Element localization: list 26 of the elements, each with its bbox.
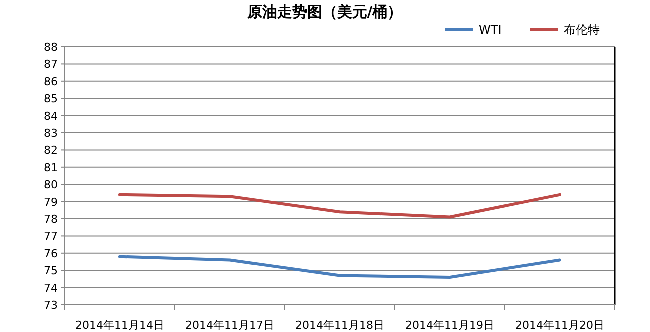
x-tick-label: 2014年11月14日: [76, 319, 164, 332]
y-tick-label: 88: [44, 41, 58, 54]
x-tick-label: 2014年11月18日: [296, 319, 384, 332]
y-tick-label: 79: [44, 196, 58, 209]
y-tick-label: 78: [44, 213, 58, 226]
y-tick-label: 85: [44, 92, 58, 106]
x-tick-label: 2014年11月19日: [406, 319, 494, 332]
y-tick-label: 77: [44, 230, 58, 244]
x-tick-label: 2014年11月17日: [186, 319, 274, 332]
line-series: [118, 255, 562, 279]
x-tick-label: 2014年11月20日: [516, 319, 604, 332]
y-tick-label: 76: [44, 247, 58, 260]
chart-title: 原油走势图（美元/桶）: [246, 3, 403, 21]
y-tick-label: 86: [44, 75, 58, 88]
line-series: [118, 193, 562, 219]
y-tick-label: 83: [44, 127, 58, 140]
legend-label: 布伦特: [564, 23, 600, 37]
y-tick-label: 73: [44, 299, 58, 312]
y-tick-label: 75: [44, 264, 58, 278]
y-tick-label: 82: [44, 144, 58, 158]
legend-label: WTI: [479, 23, 502, 37]
y-tick-label: 81: [44, 161, 58, 174]
y-tick-label: 80: [44, 178, 58, 192]
y-tick-label: 74: [44, 282, 58, 295]
y-tick-label: 87: [44, 58, 58, 72]
y-tick-label: 84: [44, 110, 58, 123]
